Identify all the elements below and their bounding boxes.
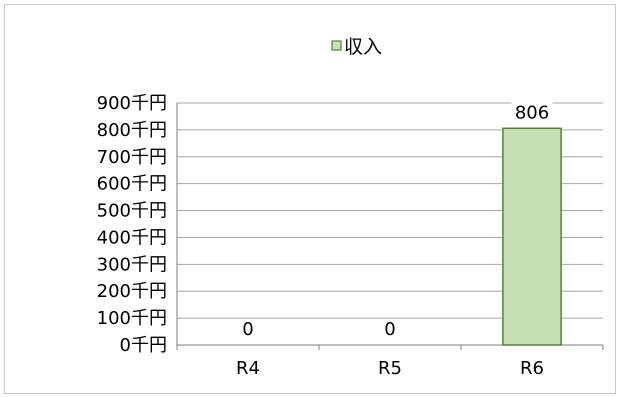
y-tick-label-400: 400千円 xyxy=(97,227,167,248)
x-tick-label-R5: R5 xyxy=(378,358,402,379)
y-tick-label-0: 0千円 xyxy=(120,335,167,356)
legend-swatch xyxy=(331,40,342,51)
y-tick-label-300: 300千円 xyxy=(97,254,167,275)
labels: 0千円 100千円 200千円 300千円 400千円 500千円 600千円 700千円 80… xyxy=(97,93,553,379)
gridlines xyxy=(177,102,603,319)
data-label-bg-R4 xyxy=(238,319,258,339)
y-tick-label-800: 800千円 xyxy=(97,120,167,141)
bar-chart: 収入 0千円 100千円 200千円 300千円 400千円 500千円 600千円 700千… xyxy=(97,36,604,379)
chart-frame: 収入 0千円 100千円 200千円 300千円 400千円 500千円 600千円 700千… xyxy=(4,4,616,394)
data-label-R4: 0 xyxy=(242,319,253,340)
data-label-bg-R6 xyxy=(511,102,553,123)
y-tick-label-500: 500千円 xyxy=(97,201,167,222)
y-tick-label-600: 600千円 xyxy=(97,174,167,195)
legend: 収入 xyxy=(331,36,382,58)
x-tick-label-R6: R6 xyxy=(520,358,544,379)
y-tick-label-100: 100千円 xyxy=(97,308,167,329)
legend-label: 収入 xyxy=(344,36,382,58)
y-tick-label-200: 200千円 xyxy=(97,281,167,302)
y-tick-label-700: 700千円 xyxy=(97,147,167,168)
bar-R6 xyxy=(502,127,562,346)
data-label-bg-R5 xyxy=(380,319,400,339)
x-tick-label-R4: R4 xyxy=(236,358,260,379)
bars xyxy=(502,127,562,346)
data-label-R5: 0 xyxy=(384,319,395,340)
y-tick-label-900: 900千円 xyxy=(97,93,167,114)
data-label-R6: 806 xyxy=(515,102,549,123)
